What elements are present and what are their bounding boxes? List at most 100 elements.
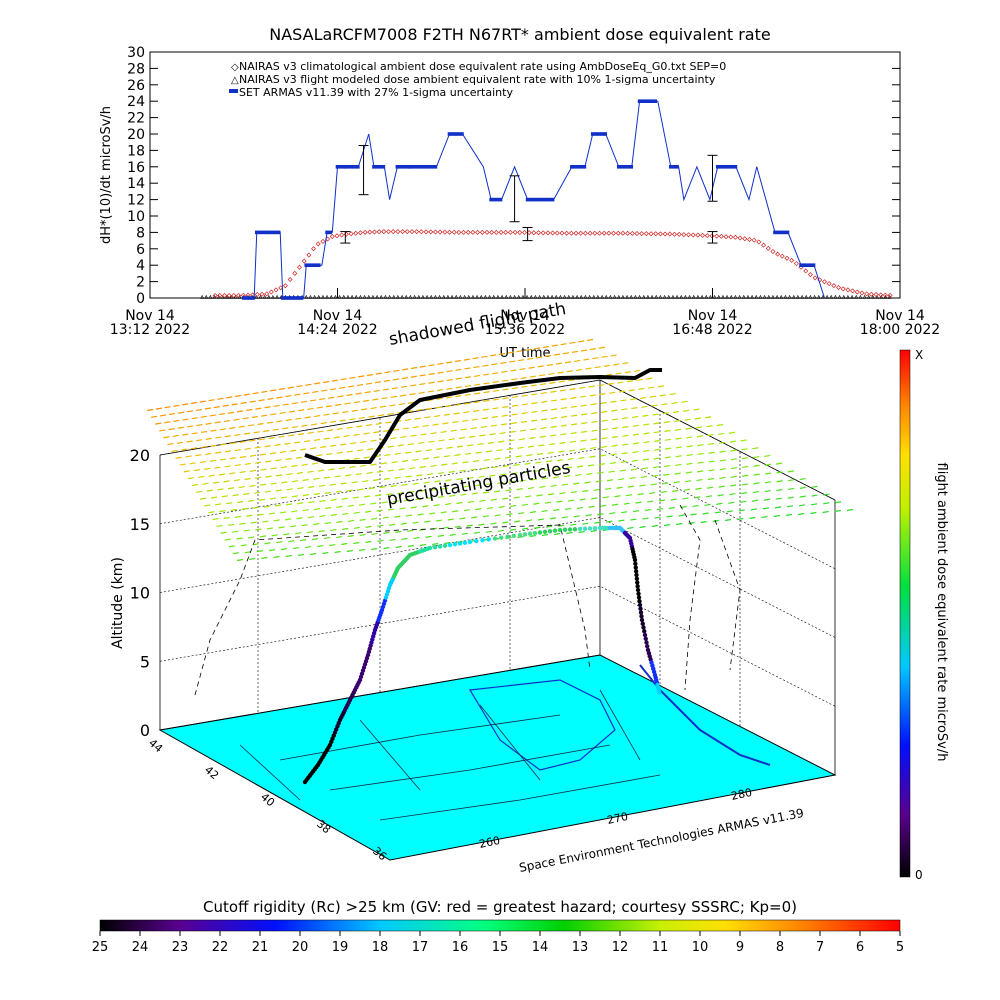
baseline-triangle (370, 294, 375, 299)
particle-dash (296, 517, 303, 520)
particle-dash (319, 397, 326, 401)
nairas-point (887, 292, 893, 298)
flight-point (633, 569, 639, 574)
particle-dash (234, 464, 241, 467)
particle-dash (275, 489, 282, 492)
armas-point (594, 132, 598, 136)
armas-point (381, 165, 386, 169)
baseline-triangle (766, 294, 771, 299)
flight-point (467, 539, 473, 545)
particle-dash (697, 461, 704, 464)
particle-dash (351, 481, 358, 484)
particle-dash (300, 539, 307, 542)
particle-dash (433, 456, 440, 459)
particle-dash (377, 470, 384, 473)
baseline-triangle (625, 294, 630, 299)
particle-dash (479, 434, 486, 437)
particle-dash (598, 346, 605, 349)
particle-dash (547, 451, 554, 454)
flight-point (638, 610, 644, 615)
particle-dash (634, 369, 641, 373)
particle-dash (403, 499, 411, 502)
nairas-point (507, 229, 513, 235)
particle-dash (291, 402, 298, 405)
baseline-triangle (341, 294, 346, 299)
particle-dash (191, 432, 198, 435)
nairas-point (296, 264, 302, 270)
particle-dash (308, 485, 315, 489)
particle-dash (591, 429, 598, 432)
particle-dash (405, 475, 412, 478)
flight-point (557, 527, 563, 533)
baseline-triangle (754, 294, 759, 299)
particle-dash (717, 494, 724, 497)
y-tick-label: 2 (136, 275, 145, 291)
particle-dash (437, 380, 444, 383)
baseline-triangle (304, 294, 309, 299)
particle-dash (686, 453, 693, 457)
particle-dash (244, 551, 252, 554)
particle-dash (706, 486, 714, 489)
particle-dash (511, 404, 519, 407)
baseline-triangle (716, 294, 721, 299)
particle-dash (684, 418, 691, 421)
flight-point (634, 576, 640, 581)
particle-dash (564, 475, 571, 478)
particle-dash (349, 465, 356, 469)
armas-point (669, 165, 673, 169)
nairas-point (873, 292, 879, 298)
particle-dash (224, 419, 231, 423)
particle-dash (259, 535, 267, 538)
particle-dash (301, 524, 308, 527)
nairas-point (231, 293, 237, 299)
particle-dash (455, 368, 462, 371)
particle-dash (513, 496, 520, 499)
particle-dash (387, 508, 395, 511)
armas-point (637, 99, 642, 103)
particle-dash (685, 427, 692, 430)
particle-dash (392, 378, 399, 381)
nairas-point (620, 230, 626, 236)
particle-dash (336, 505, 343, 508)
particle-dash (372, 398, 379, 401)
baseline-triangle (312, 294, 317, 299)
particle-dash (675, 455, 682, 458)
particle-dash (234, 394, 242, 398)
particle-dash (355, 472, 363, 476)
particle-dash (539, 383, 547, 386)
particle-dash (678, 514, 685, 517)
baseline-triangle (604, 294, 609, 299)
nairas-point (662, 231, 668, 237)
armas-point (245, 296, 249, 300)
particle-dash (568, 449, 576, 452)
particle-dash (601, 410, 608, 413)
nairas-point (259, 291, 265, 297)
particle-dash (597, 513, 604, 516)
particle-dash (787, 487, 795, 491)
flight-point (577, 526, 583, 532)
rigidity-tick-label: 20 (292, 940, 309, 955)
particle-dash (652, 466, 660, 469)
particle-dash (232, 494, 239, 497)
nairas-point (845, 287, 851, 293)
particle-dash (217, 488, 224, 491)
flight-point (633, 561, 638, 566)
particle-dash (566, 370, 573, 373)
particle-dash (469, 435, 476, 438)
armas-point (547, 197, 552, 202)
armas-point (325, 230, 329, 235)
particle-dash (502, 464, 509, 468)
particle-dash (662, 482, 669, 485)
x-tick-time: 18:00 2022 (860, 322, 940, 338)
flight-point (632, 557, 638, 563)
baseline-triangle (808, 294, 813, 299)
particle-dash (249, 557, 256, 561)
nairas-point (301, 258, 307, 264)
particle-dash (459, 517, 466, 520)
armas-point (398, 165, 403, 169)
particle-dash (285, 518, 292, 521)
particle-dash (182, 403, 189, 406)
particle-dash (676, 522, 683, 526)
nairas-point (554, 230, 560, 236)
baseline-triangle (683, 294, 688, 299)
